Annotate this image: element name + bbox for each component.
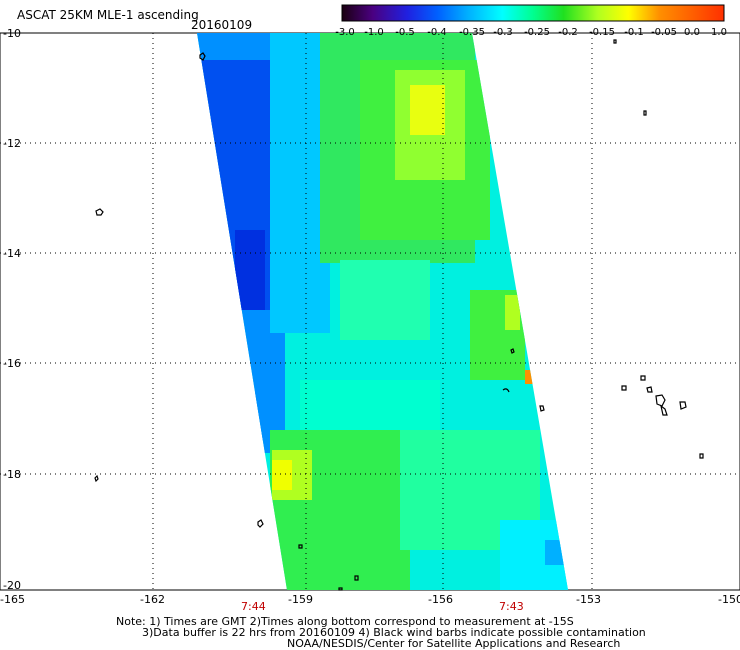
colorbar-label: -0.1 — [624, 27, 644, 38]
colorbar-label: -0.35 — [459, 27, 485, 38]
island — [539, 405, 545, 412]
island — [257, 519, 264, 528]
lat-label: -18 — [3, 468, 21, 481]
colorbar-label: 0.0 — [684, 27, 700, 38]
island — [95, 208, 104, 216]
lat-label: -10 — [3, 27, 21, 40]
island — [640, 375, 646, 381]
lon-label: -159 — [288, 593, 313, 606]
colorbar-label: -0.3 — [493, 27, 513, 38]
colorbar-label: -1.0 — [364, 27, 384, 38]
island — [646, 386, 653, 393]
colorbar-label: -0.25 — [524, 27, 550, 38]
island — [679, 401, 687, 410]
lon-label: -165 — [0, 593, 25, 606]
island — [502, 388, 510, 393]
island — [199, 52, 206, 61]
island-outlines — [94, 39, 704, 591]
island — [643, 110, 647, 116]
lat-label: -16 — [3, 357, 21, 370]
colorbar-label: -0.4 — [427, 27, 447, 38]
time-label: 7:44 — [241, 600, 266, 613]
island — [699, 453, 704, 459]
swath-field — [197, 33, 568, 590]
lon-label: -153 — [576, 593, 601, 606]
island — [94, 474, 99, 483]
colorbar-label: 1.0 — [711, 27, 727, 38]
date-label: 20160109 — [191, 18, 253, 32]
note-line: Note: 1) Times are GMT 2)Times along bot… — [116, 615, 574, 628]
time-label: 7:43 — [499, 600, 524, 613]
island — [621, 385, 627, 391]
lon-label: -156 — [428, 593, 453, 606]
island — [298, 544, 303, 549]
colorbar-label: -3.0 — [335, 27, 355, 38]
colorbar-label: -0.5 — [395, 27, 415, 38]
lat-label: -12 — [3, 137, 21, 150]
lon-label: -150 — [718, 593, 740, 606]
note-line: NOAA/NESDIS/Center for Satellite Applica… — [287, 637, 621, 650]
colorbar-gradient — [341, 4, 725, 22]
lat-label: -20 — [3, 579, 21, 592]
island — [354, 575, 359, 581]
island — [655, 394, 666, 407]
colorbar-label: -0.2 — [558, 27, 578, 38]
lat-label: -14 — [3, 247, 21, 260]
lat-lon-grid — [0, 33, 740, 590]
chart-title: ASCAT 25KM MLE-1 ascending — [17, 8, 199, 22]
island — [510, 348, 515, 354]
note-line: 3)Data buffer is 22 hrs from 20160109 4)… — [142, 626, 646, 639]
colorbar-label: -0.15 — [589, 27, 615, 38]
island — [613, 39, 617, 44]
colorbar-label: -0.05 — [651, 27, 677, 38]
lon-label: -162 — [140, 593, 165, 606]
island — [338, 587, 343, 591]
island — [660, 404, 668, 416]
